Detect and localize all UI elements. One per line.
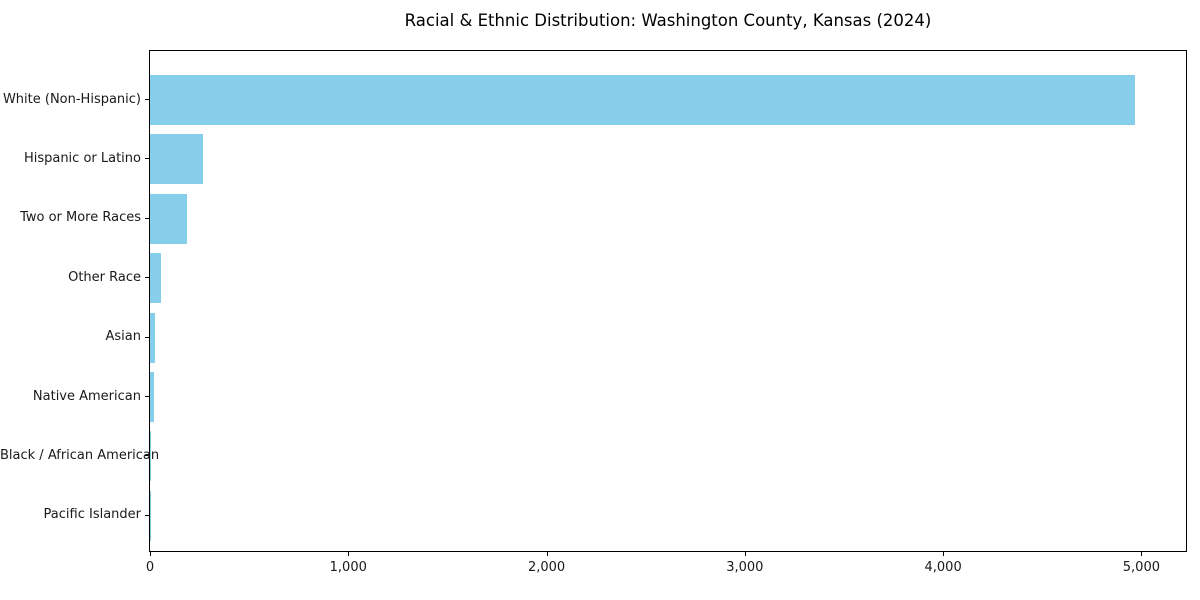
y-axis-tick xyxy=(145,514,149,516)
bar xyxy=(150,253,161,304)
y-axis-label: Two or More Races xyxy=(20,210,141,226)
x-axis-label: 2,000 xyxy=(527,560,566,575)
y-axis-tick xyxy=(145,455,149,457)
x-axis-label: 0 xyxy=(145,560,155,575)
x-axis-label: 4,000 xyxy=(924,560,962,575)
bar xyxy=(150,312,155,363)
x-axis-tick xyxy=(546,552,548,556)
x-axis-label: 3,000 xyxy=(726,560,764,575)
bar xyxy=(150,193,187,244)
y-axis-label: Other Race xyxy=(68,269,141,285)
bar xyxy=(150,134,204,185)
x-axis-tick xyxy=(943,552,945,556)
y-axis-label: Pacific Islander xyxy=(43,507,141,523)
y-axis-label: Native American xyxy=(32,388,141,404)
y-axis-tick xyxy=(145,99,149,100)
x-axis-tick xyxy=(744,552,746,556)
bar xyxy=(150,372,154,422)
y-axis-tick xyxy=(145,217,149,219)
x-axis-label: 1,000 xyxy=(329,560,367,575)
y-axis-label: White (Non-Hispanic) xyxy=(2,91,141,107)
y-axis-label: Black / African American xyxy=(0,447,160,463)
x-axis-tick xyxy=(150,552,151,556)
y-axis-label: Hispanic or Latino xyxy=(23,150,141,166)
bar xyxy=(150,75,1136,125)
y-axis-tick xyxy=(145,277,149,279)
x-axis-tick xyxy=(348,552,350,556)
chart-title: Racial & Ethnic Distribution: Washington… xyxy=(404,11,932,30)
y-axis-label: Asian xyxy=(105,329,141,345)
y-axis-tick xyxy=(145,336,149,338)
x-axis-label: 5,000 xyxy=(1122,560,1160,575)
y-axis-tick xyxy=(145,396,149,397)
x-axis-tick xyxy=(1141,552,1143,556)
y-axis-tick xyxy=(145,158,149,160)
plot-area xyxy=(149,50,1187,552)
bar xyxy=(150,431,151,482)
